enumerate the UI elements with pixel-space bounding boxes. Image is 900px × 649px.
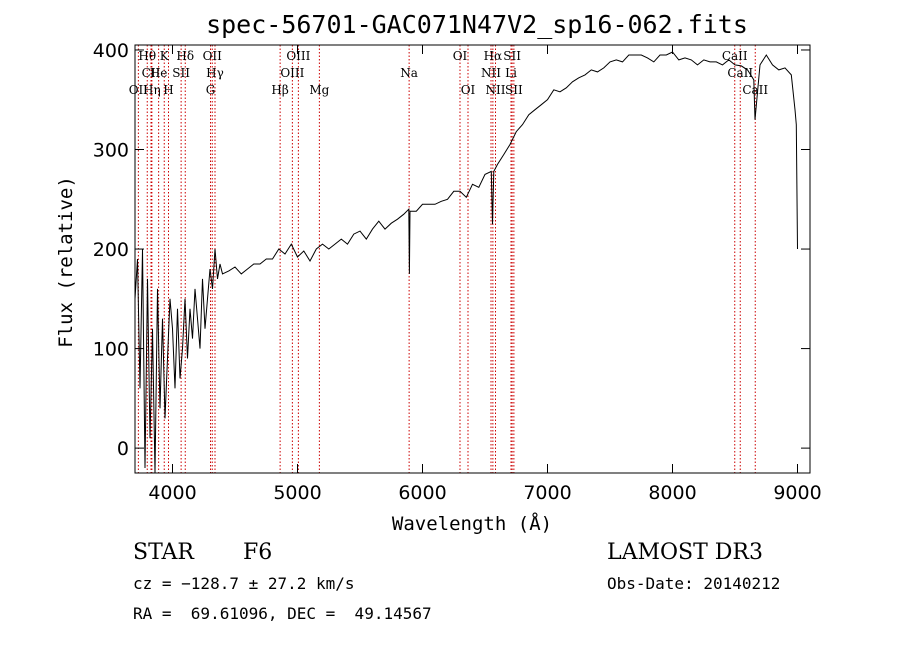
spectral-line-label: SII xyxy=(172,66,190,80)
y-tick-label: 100 xyxy=(93,339,129,361)
spectral-line-label: OI xyxy=(453,49,468,63)
observation-date: Obs-Date: 20140212 xyxy=(607,574,781,593)
y-tick-label: 400 xyxy=(93,40,129,62)
spectral-line-label: Na xyxy=(400,66,418,80)
x-tick-label: 7000 xyxy=(523,482,571,504)
y-axis-label: Flux (relative) xyxy=(55,176,77,348)
y-tick-label: 200 xyxy=(93,239,129,261)
y-tick-label: 300 xyxy=(93,140,129,162)
object-subclass: F6 xyxy=(243,540,273,565)
spectral-line-markers xyxy=(137,45,756,473)
spectral-line-label: NII xyxy=(481,66,501,80)
coordinates: RA = 69.61096, DEC = 49.14567 xyxy=(133,604,432,623)
spectral-line-label: OII xyxy=(203,49,223,63)
spectral-line-label: Hα xyxy=(484,49,503,63)
spectral-line-label: OIII xyxy=(280,66,304,80)
spectral-line-label: NII xyxy=(486,83,506,97)
spectral-line-label: Hθ xyxy=(138,49,156,63)
redshift-velocity: cz = −128.7 ± 27.2 km/s xyxy=(133,574,355,593)
spectral-line-label: SII xyxy=(505,83,523,97)
x-axis-ticks: 4000 5000 6000 7000 8000 9000 xyxy=(148,45,822,504)
y-tick-label: 0 xyxy=(117,438,129,460)
spectral-line-label: K xyxy=(160,49,170,63)
x-tick-label: 6000 xyxy=(398,482,446,504)
spectral-line-label: H xyxy=(163,83,173,97)
spectral-line-label: Hγ xyxy=(206,66,224,80)
x-tick-label: 4000 xyxy=(148,482,196,504)
x-tick-label: 5000 xyxy=(273,482,321,504)
x-tick-label: 9000 xyxy=(773,482,821,504)
spectral-line-label: OII xyxy=(129,83,149,97)
survey-name: LAMOST DR3 xyxy=(607,540,763,565)
spectral-line-label: He xyxy=(150,66,168,80)
spectral-line-label: SII xyxy=(503,49,521,63)
object-class: STAR xyxy=(133,540,194,565)
spectral-line-label: Hη xyxy=(143,83,161,97)
plot-frame xyxy=(134,44,811,474)
x-axis-label: Wavelength (Å) xyxy=(392,512,552,535)
spectral-line-label: Hδ xyxy=(176,49,194,63)
spectral-line-label: OI xyxy=(461,83,476,97)
x-tick-label: 8000 xyxy=(648,482,696,504)
spectral-line-label: CaII xyxy=(742,83,768,97)
spectral-line-label: CaII xyxy=(722,49,748,63)
spectral-line-label: Mg xyxy=(309,83,329,97)
y-axis-ticks: 0 100 200 300 400 xyxy=(93,40,810,460)
spectral-line-label: OIII xyxy=(286,49,310,63)
spectral-line-label: Li xyxy=(505,66,517,80)
spectral-line-label: G xyxy=(206,83,216,97)
chart-title: spec-56701-GAC071N47V2_sp16-062.fits xyxy=(206,10,748,39)
spectral-line-label: Hβ xyxy=(271,83,288,97)
flux-series-line xyxy=(134,51,798,474)
spectral-line-label: CII xyxy=(142,66,161,80)
